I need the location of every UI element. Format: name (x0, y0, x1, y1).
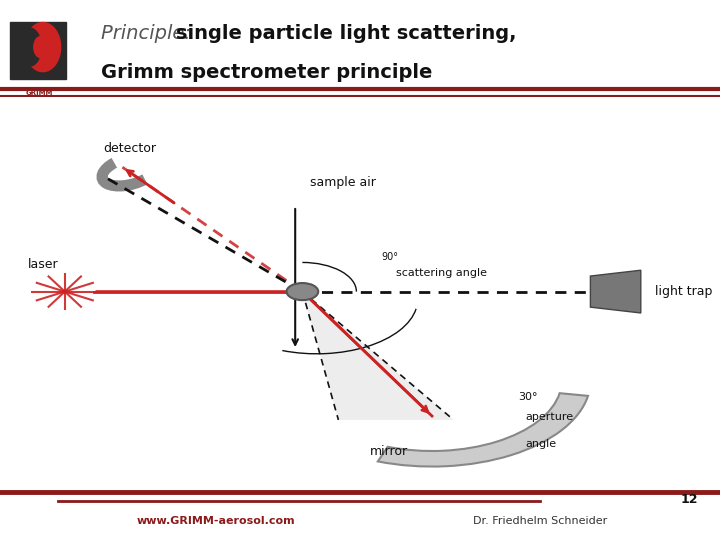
Text: angle: angle (526, 439, 557, 449)
Circle shape (287, 283, 318, 300)
Text: 30°: 30° (518, 393, 538, 402)
Text: 12: 12 (681, 493, 698, 506)
Polygon shape (590, 270, 641, 313)
Polygon shape (302, 292, 454, 420)
Text: light trap: light trap (655, 285, 713, 298)
Text: www.GRIMM-aerosol.com: www.GRIMM-aerosol.com (137, 516, 295, 526)
Text: single particle light scattering,: single particle light scattering, (176, 24, 517, 43)
Ellipse shape (25, 23, 60, 72)
Text: mirror: mirror (370, 445, 408, 458)
Text: Principle:: Principle: (101, 24, 197, 43)
Text: detector: detector (103, 141, 156, 154)
Text: aperture: aperture (526, 412, 574, 422)
Text: 90°: 90° (382, 253, 399, 262)
Ellipse shape (34, 37, 48, 58)
Text: sample air: sample air (310, 176, 375, 189)
Text: laser: laser (28, 258, 58, 271)
Text: Dr. Friedhelm Schneider: Dr. Friedhelm Schneider (473, 516, 607, 526)
Text: Grimm spectrometer principle: Grimm spectrometer principle (101, 63, 432, 82)
Bar (11, 22, 66, 79)
Text: scattering angle: scattering angle (396, 268, 487, 278)
Wedge shape (378, 393, 588, 467)
Text: GRIMM: GRIMM (26, 90, 53, 96)
Ellipse shape (19, 28, 41, 66)
